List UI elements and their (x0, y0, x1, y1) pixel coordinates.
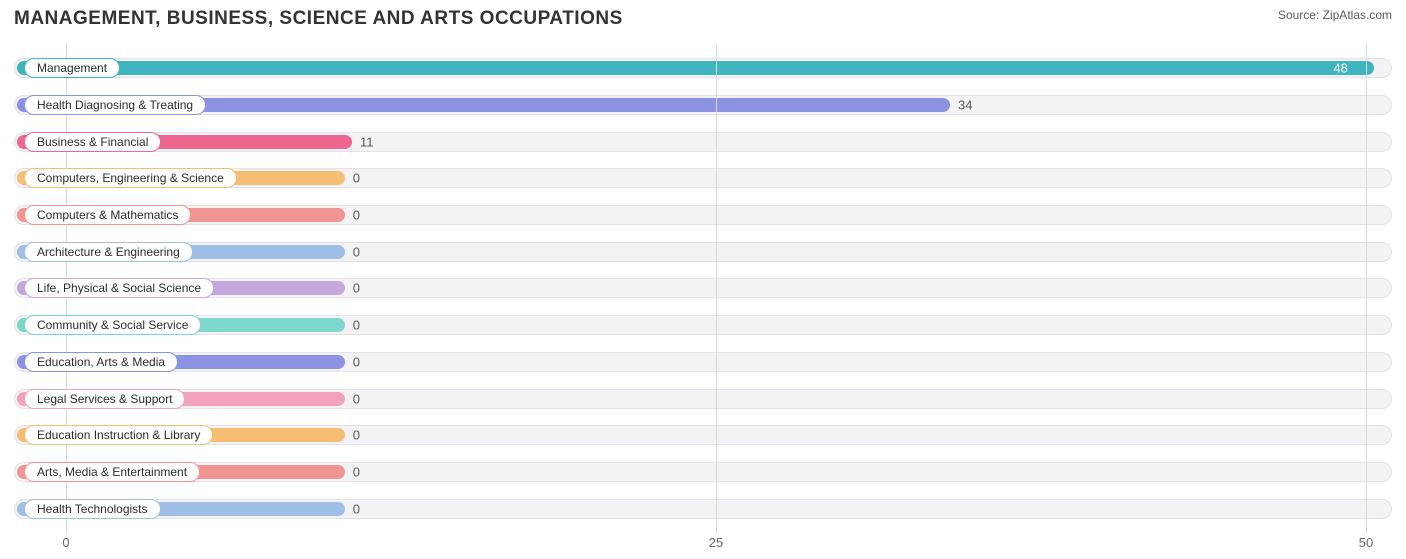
value-label: 0 (353, 318, 360, 333)
bar-row: Legal Services & Support 0 (14, 387, 1392, 411)
category-pill: Education, Arts & Media (24, 352, 178, 372)
plot-region: Management 48 Health Diagnosing & Treating… (14, 44, 1392, 533)
bar-row: Education Instruction & Library 0 (14, 423, 1392, 447)
bar-row: Community & Social Service 0 (14, 313, 1392, 337)
bar-row: Life, Physical & Social Science 0 (14, 276, 1392, 300)
bar-row: Health Technologists 0 (14, 497, 1392, 521)
category-pill: Management (24, 58, 120, 78)
value-label: 11 (360, 134, 374, 149)
bar-container: Management 48 Health Diagnosing & Treating… (14, 44, 1392, 533)
bar-row: Computers, Engineering & Science 0 (14, 166, 1392, 190)
x-tick-label: 50 (1359, 535, 1373, 550)
bar-row: Management 48 (14, 56, 1392, 80)
category-pill: Health Technologists (24, 499, 161, 519)
category-pill: Legal Services & Support (24, 389, 185, 409)
category-pill: Arts, Media & Entertainment (24, 462, 200, 482)
bar-row: Computers & Mathematics 0 (14, 203, 1392, 227)
chart-title: MANAGEMENT, BUSINESS, SCIENCE AND ARTS O… (0, 0, 1406, 30)
source-attribution: Source: ZipAtlas.com (1278, 8, 1392, 22)
value-label: 0 (353, 464, 360, 479)
category-pill: Computers & Mathematics (24, 205, 191, 225)
value-label: 48 (1333, 61, 1347, 76)
category-pill: Education Instruction & Library (24, 425, 213, 445)
value-label: 0 (353, 244, 360, 259)
value-label: 0 (353, 428, 360, 443)
chart-area: Management 48 Health Diagnosing & Treating… (14, 44, 1392, 533)
value-label: 0 (353, 208, 360, 223)
value-label: 0 (353, 354, 360, 369)
category-pill: Community & Social Service (24, 315, 201, 335)
category-pill: Life, Physical & Social Science (24, 278, 214, 298)
bar-row: Architecture & Engineering 0 (14, 240, 1392, 264)
x-tick-label: 25 (709, 535, 723, 550)
category-pill: Health Diagnosing & Treating (24, 95, 206, 115)
category-pill: Computers, Engineering & Science (24, 168, 237, 188)
value-label: 34 (958, 98, 972, 113)
bar-fill (17, 61, 1374, 75)
gridline (716, 44, 717, 533)
category-pill: Business & Financial (24, 132, 161, 152)
value-label: 0 (353, 281, 360, 296)
value-label: 0 (353, 171, 360, 186)
category-pill: Architecture & Engineering (24, 242, 193, 262)
x-axis: 0 25 50 (14, 535, 1392, 553)
source-site: ZipAtlas.com (1323, 8, 1392, 22)
x-tick-label: 0 (62, 535, 69, 550)
bar-row: Education, Arts & Media 0 (14, 350, 1392, 374)
bar-row: Arts, Media & Entertainment 0 (14, 460, 1392, 484)
gridline (1366, 44, 1367, 533)
bar-row: Health Diagnosing & Treating 34 (14, 93, 1392, 117)
value-label: 0 (353, 501, 360, 516)
bar-row: Business & Financial 11 (14, 130, 1392, 154)
value-label: 0 (353, 391, 360, 406)
source-label: Source: (1278, 8, 1319, 22)
